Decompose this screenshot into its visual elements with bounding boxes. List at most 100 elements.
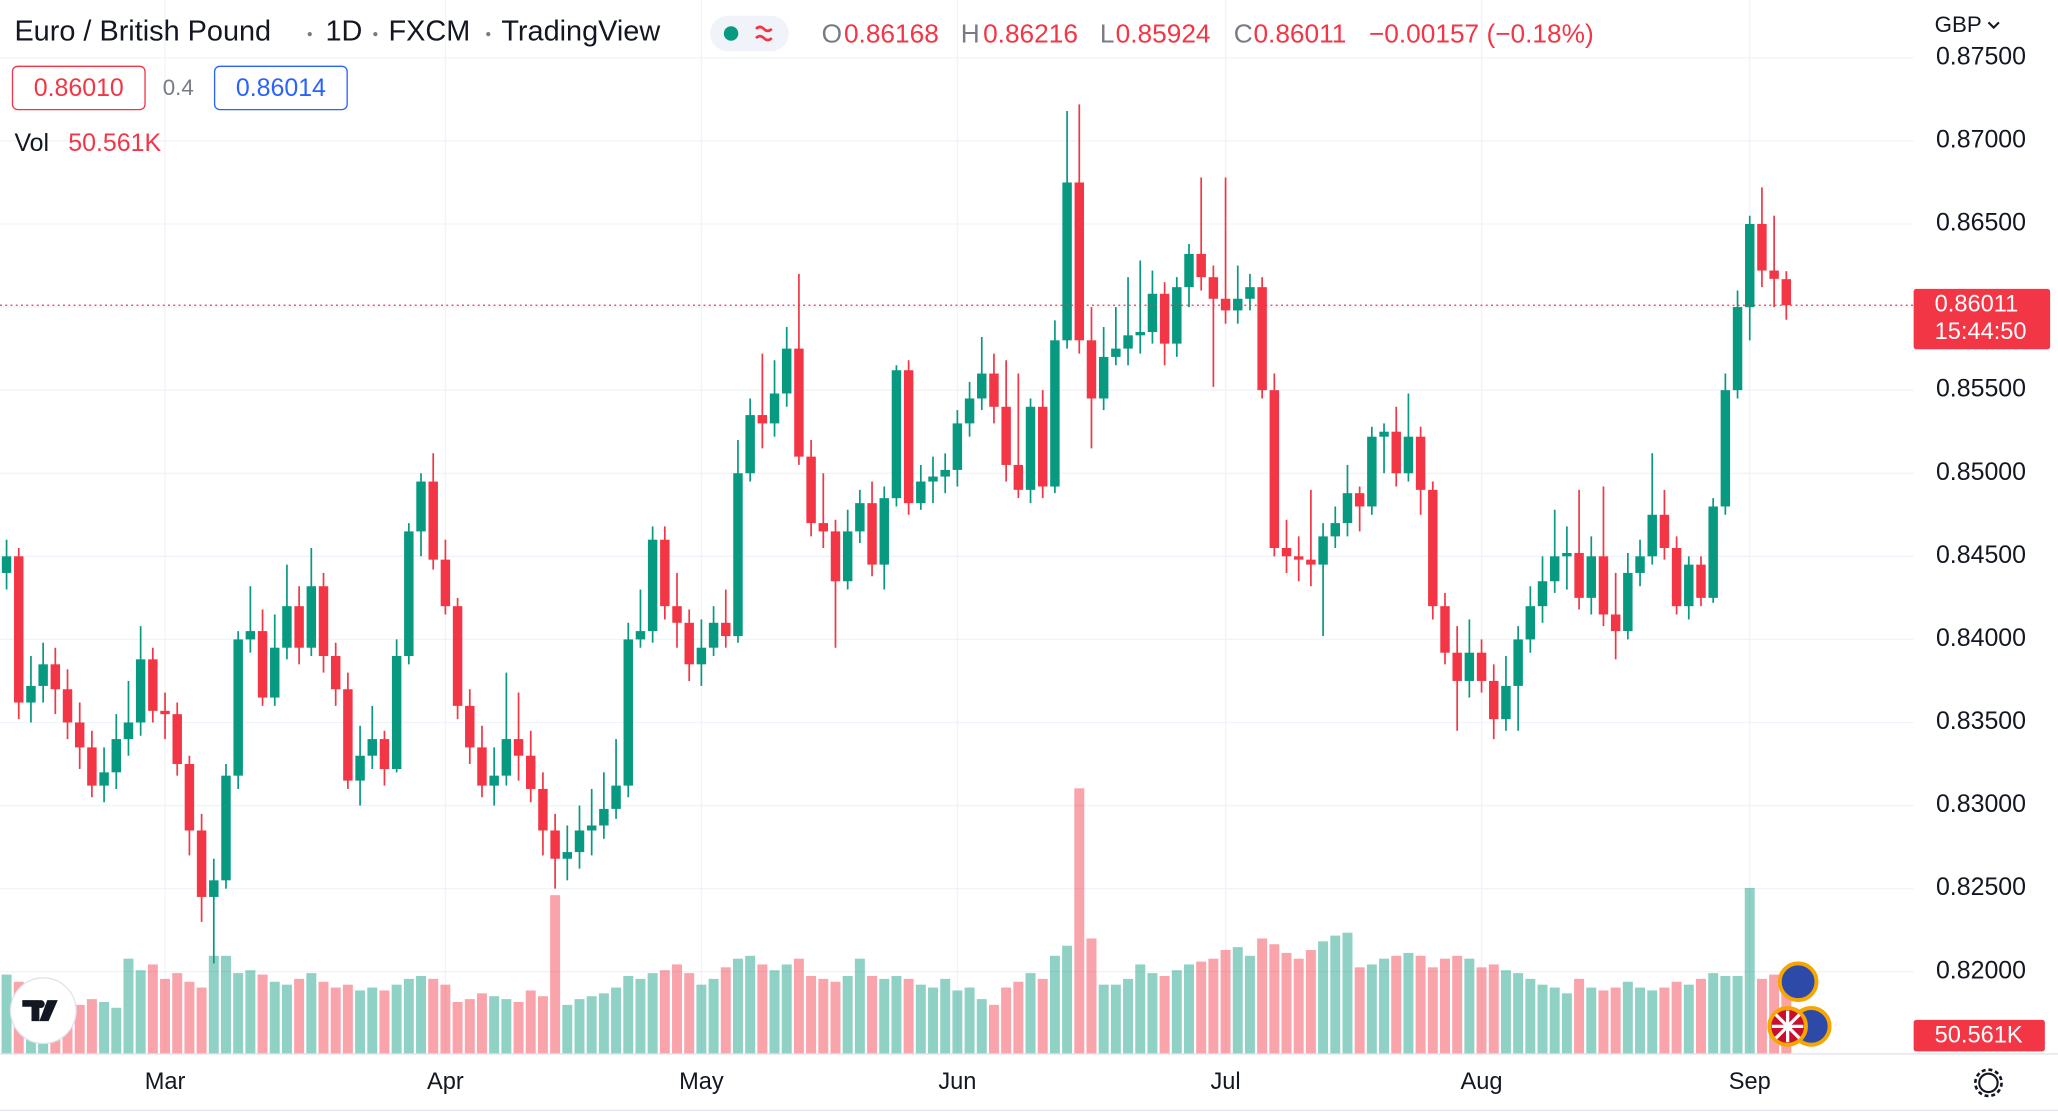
candle-body	[879, 498, 889, 565]
volume-bar	[1281, 952, 1292, 1054]
candle-body	[1610, 614, 1621, 632]
event-eu[interactable]	[1777, 961, 1819, 1003]
candle-body	[1367, 436, 1377, 507]
candle-body	[1111, 348, 1121, 357]
candle-body	[1050, 340, 1060, 487]
volume-bar	[1037, 978, 1048, 1054]
volume-bar	[330, 987, 341, 1054]
volume-bar	[489, 996, 500, 1054]
volume-bar	[1208, 958, 1219, 1054]
bid-box[interactable]	[11, 65, 146, 111]
volume-bar	[550, 895, 561, 1054]
candle-body	[1574, 552, 1584, 598]
status-pill[interactable]	[710, 15, 789, 52]
candle-body	[1330, 523, 1341, 537]
volume-bar	[220, 955, 231, 1054]
candle-body	[1489, 680, 1499, 720]
open-value: 0.86168	[844, 18, 939, 48]
volume-bar	[513, 1001, 524, 1054]
x-tick-label: Jun	[938, 1069, 976, 1095]
volume-bar	[391, 984, 402, 1054]
volume-bar	[1184, 964, 1194, 1054]
currency[interactable]: GBP	[1935, 12, 1982, 37]
candle-body	[111, 739, 121, 773]
y-tick-label: 0.85000	[1936, 458, 2026, 486]
volume-bar	[867, 975, 878, 1054]
volume-bar	[574, 999, 585, 1054]
ask-box[interactable]	[213, 65, 348, 111]
volume-bar	[1379, 958, 1390, 1054]
volume-bar	[269, 981, 280, 1054]
gear[interactable]	[1978, 1072, 1999, 1094]
volume-bar	[1171, 970, 1182, 1054]
volume-bar	[1123, 978, 1134, 1054]
separator	[373, 32, 378, 37]
settings-icon[interactable]	[1974, 1068, 2003, 1098]
volume-bar	[928, 987, 938, 1054]
candle-body	[1403, 436, 1414, 474]
volume-bar	[842, 975, 853, 1054]
volume-bar	[1732, 975, 1743, 1054]
x-tick-label: Mar	[145, 1069, 186, 1095]
candle-body	[660, 539, 670, 607]
open-letter: O	[822, 18, 842, 48]
volume-bar	[988, 1004, 999, 1054]
candle-body	[782, 348, 792, 394]
volume-bar	[1, 974, 12, 1054]
y-tick-label: 0.84000	[1936, 624, 2026, 652]
volume-bar	[769, 970, 780, 1054]
candle-body	[135, 659, 146, 723]
volume-bar	[99, 1001, 110, 1054]
volume-bar	[476, 993, 487, 1054]
volume-bar	[1269, 944, 1280, 1054]
volume-bar	[1232, 947, 1243, 1054]
candle-body	[1769, 270, 1779, 279]
volume-bar	[1671, 981, 1682, 1054]
data-delay-icon	[755, 25, 773, 42]
x-tick-label: Sep	[1729, 1069, 1771, 1095]
candle-body	[1293, 556, 1304, 560]
volume-bar	[1756, 978, 1767, 1054]
volume-bar	[1440, 958, 1450, 1054]
volume-bar	[1525, 978, 1536, 1054]
volume-bar	[1366, 964, 1377, 1054]
volume-bar	[318, 981, 329, 1054]
candle-body	[1525, 606, 1536, 640]
volume-bar	[416, 975, 427, 1054]
candle-body	[586, 825, 597, 831]
volume-bar	[793, 958, 804, 1054]
candle-body	[184, 764, 195, 831]
candle-body	[1549, 556, 1560, 582]
volume-bar	[111, 1007, 122, 1054]
volume-bar	[1476, 967, 1487, 1054]
volume-bar	[257, 974, 268, 1054]
volume-bar	[1013, 981, 1024, 1054]
candle-body	[1196, 253, 1206, 278]
volume-bar	[1244, 955, 1255, 1054]
volume-bar	[1354, 967, 1365, 1054]
volume-bar	[1488, 964, 1499, 1054]
candle-body	[964, 398, 975, 424]
volume-bar	[1403, 952, 1414, 1054]
candle-body	[1464, 652, 1475, 681]
volume-bar	[537, 996, 548, 1054]
candle-body	[1428, 489, 1438, 607]
candle-body	[1159, 293, 1170, 344]
ask: 0.86014	[236, 74, 326, 102]
exchange: FXCM	[389, 15, 471, 47]
volume-bar	[1257, 938, 1268, 1054]
volume-bar	[294, 978, 305, 1054]
candle-body	[1062, 182, 1072, 341]
candle-body	[1757, 224, 1767, 271]
candle-body	[1635, 556, 1645, 573]
volume-bar	[1159, 975, 1170, 1054]
volume-bar	[623, 975, 634, 1054]
candle-body	[1098, 356, 1109, 399]
candle-body	[635, 631, 646, 640]
candle-body	[1440, 606, 1450, 653]
volume-title: Vol	[14, 129, 49, 157]
low-value: 0.85924	[1116, 18, 1211, 48]
volume-bar	[1574, 978, 1585, 1054]
symbol[interactable]: Euro / British Pound	[14, 15, 271, 47]
x-tick-label: Apr	[427, 1069, 464, 1095]
